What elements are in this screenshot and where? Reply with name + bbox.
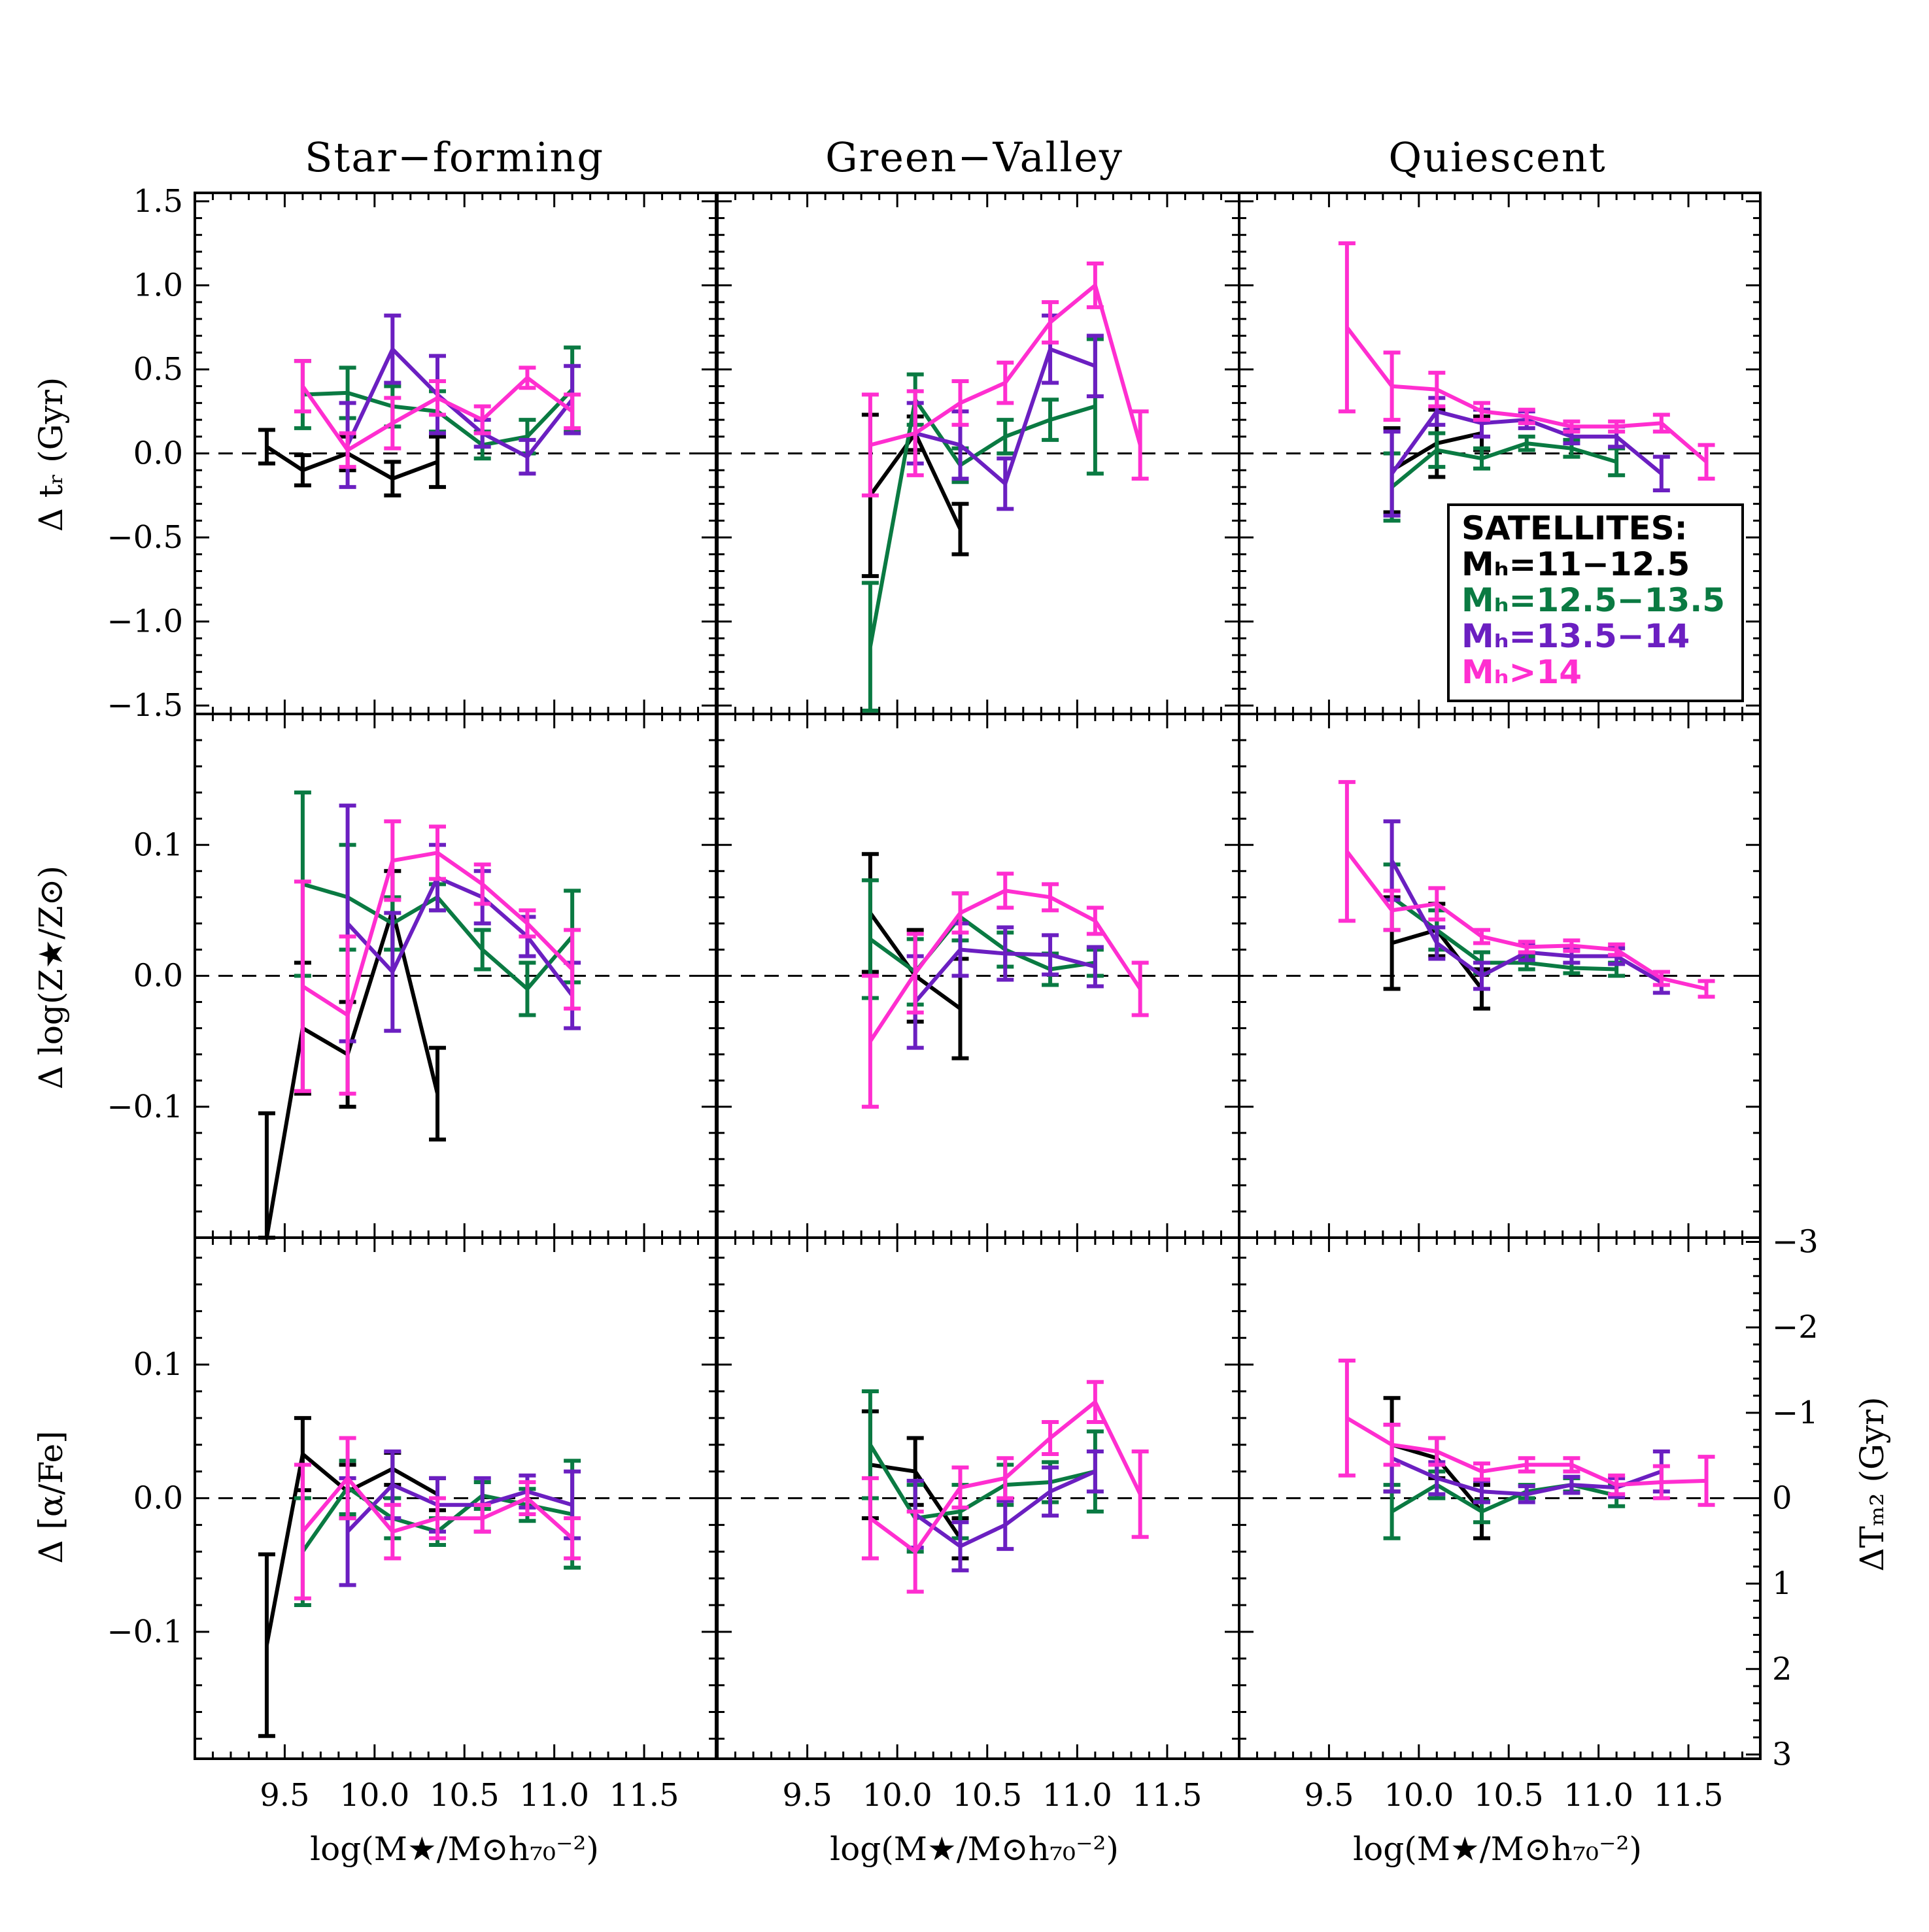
series-magenta: [294, 819, 581, 1096]
series-magenta: [1338, 780, 1715, 999]
y2-tick-label: 0: [1772, 1480, 1792, 1517]
x-tick-label: 10.0: [1384, 1777, 1454, 1814]
series-magenta: [294, 359, 581, 469]
panel-2-0: 9.5 10.0 10.5 11.0 11.5 −0.1 0.0 0.1: [107, 1236, 717, 1814]
xlabel-col-0: log(M★/M⊙h₇₀⁻²): [310, 1830, 599, 1868]
y-tick-label: −1.5: [107, 687, 183, 724]
title-green-valley: Green−Valley: [825, 133, 1123, 181]
title-quiescent: Quiescent: [1388, 133, 1606, 181]
y-tick-label: −0.1: [107, 1614, 183, 1650]
ylabel-row-0: Δ tᵣ (Gyr): [32, 377, 70, 532]
y-tick-label: 0.0: [133, 958, 183, 994]
series-line-green: [868, 398, 1096, 647]
y-tick-label: 0.1: [133, 1346, 183, 1383]
x-tick-label: 11.5: [609, 1777, 679, 1814]
y2-tick-label: −3: [1772, 1224, 1818, 1261]
x-tick-label: 10.5: [952, 1777, 1022, 1814]
y2-tick-label: −1: [1772, 1395, 1818, 1431]
legend-box: [1447, 503, 1744, 702]
x-tick-label: 11.0: [519, 1777, 589, 1814]
x-tick-label: 10.0: [339, 1777, 409, 1814]
y-tick-label: −0.5: [107, 519, 183, 556]
series-magenta: [861, 261, 1149, 498]
panel-2-2: 9.5 10.0 10.5 11.0 11.5 −3 −2 −1 0 1 2 3: [1238, 1224, 1818, 1814]
panel-0-0: −1.5 −1.0 −0.5 0.0 0.5 1.0 1.5: [107, 183, 717, 724]
series-line-green: [869, 915, 1096, 974]
xlabel-col-2: log(M★/M⊙h₇₀⁻²): [1353, 1830, 1642, 1868]
ylabel-row-1: Δ log(Z★/Z⊙): [32, 866, 70, 1089]
y-tick-label: −1.0: [107, 603, 183, 640]
x-tick-label: 11.5: [1654, 1777, 1724, 1814]
x-tick-label: 10.5: [1474, 1777, 1544, 1814]
series-magenta: [861, 1380, 1149, 1594]
x-tick-label: 11.0: [1563, 1777, 1633, 1814]
panel-1-0: −0.1 0.0 0.1: [107, 713, 717, 1240]
title-star-forming: Star−forming: [305, 133, 604, 181]
y2-tick-label: 2: [1772, 1651, 1792, 1687]
series-line-purple: [346, 1483, 573, 1533]
legend-title: SATELLITES:: [1461, 509, 1688, 547]
legend: SATELLITES: Mₕ=11−12.5 Mₕ=12.5−13.5 Mₕ=1…: [1447, 503, 1744, 702]
legend-entry-magenta: Mₕ>14: [1461, 653, 1582, 691]
panel-2-1: 9.5 10.0 10.5 11.0 11.5: [716, 1236, 1240, 1814]
y2-tick-label: 1: [1772, 1565, 1792, 1602]
panel-1-2: [1238, 713, 1762, 1239]
x-tick-label: 10.0: [862, 1777, 932, 1814]
series-line-purple: [346, 875, 574, 997]
series-magenta: [294, 1436, 581, 1601]
series-line-green: [868, 1444, 1096, 1521]
series-line-green: [1390, 441, 1617, 489]
y-tick-label: 0.0: [133, 1480, 183, 1517]
y-tick-label: 0.5: [133, 351, 183, 388]
legend-entry-purple: Mₕ=13.5−14: [1461, 617, 1690, 655]
y2-tick-label: 3: [1772, 1736, 1792, 1772]
y-tick-label: 0.0: [133, 435, 183, 472]
series-magenta: [1338, 1359, 1715, 1507]
y2-tick-label: −2: [1772, 1309, 1818, 1346]
x-tick-label: 11.5: [1132, 1777, 1202, 1814]
series-magenta: [861, 872, 1149, 1109]
right-axis-label: ΔTₘ₂ (Gyr): [1853, 1397, 1891, 1571]
x-tick-label: 9.5: [1304, 1777, 1354, 1814]
x-tick-label: 9.5: [260, 1777, 309, 1814]
plot-area: −1.5−1.0−0.50.00.51.01.5−0.10.00.19.5 10.…: [107, 183, 1818, 1814]
y-tick-label: 1.0: [133, 267, 183, 303]
y-tick-label: −0.1: [107, 1089, 183, 1125]
x-tick-label: 11.0: [1042, 1777, 1112, 1814]
series-magenta: [1338, 241, 1715, 481]
legend-entry-black: Mₕ=11−12.5: [1461, 545, 1690, 583]
y-tick-label: 1.5: [133, 183, 183, 220]
xlabel-col-1: log(M★/M⊙h₇₀⁻²): [830, 1830, 1119, 1868]
panel-0-1: [716, 192, 1240, 715]
series-line-purple: [345, 347, 574, 459]
y-tick-label: 0.1: [133, 826, 183, 863]
x-tick-label: 9.5: [782, 1777, 832, 1814]
legend-entry-green: Mₕ=12.5−13.5: [1461, 581, 1725, 619]
ylabel-row-2: Δ [α/Fe]: [32, 1431, 70, 1563]
x-tick-label: 10.5: [430, 1777, 500, 1814]
